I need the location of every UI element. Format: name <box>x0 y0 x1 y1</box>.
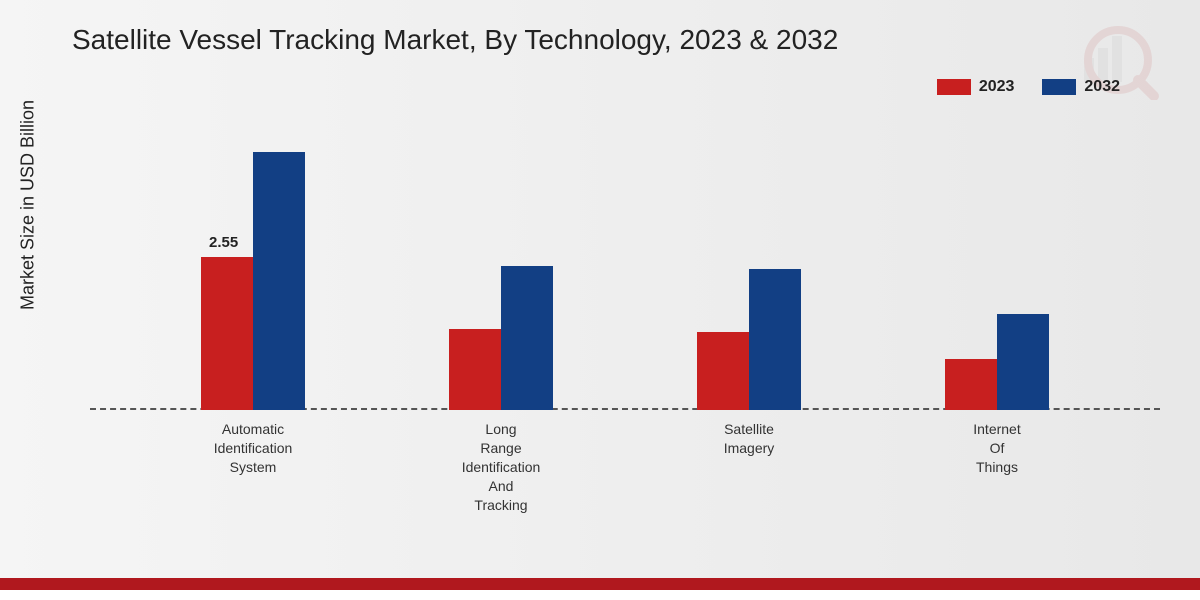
bar-2032 <box>997 314 1049 410</box>
footer-gap <box>0 590 1200 600</box>
chart-title: Satellite Vessel Tracking Market, By Tec… <box>72 24 838 56</box>
bar-2032 <box>253 152 305 410</box>
bar-2023 <box>945 359 997 410</box>
bar-2032 <box>749 269 801 410</box>
footer-accent-bar <box>0 578 1200 590</box>
x-tick-label: InternetOfThings <box>912 420 1082 477</box>
legend-swatch-2032 <box>1042 79 1076 95</box>
x-tick-label: SatelliteImagery <box>664 420 834 458</box>
bar-2023 <box>449 329 501 410</box>
bar-group <box>416 266 586 410</box>
x-axis-labels: AutomaticIdentificationSystem LongRangeId… <box>90 420 1160 540</box>
legend-label-2032: 2032 <box>1084 78 1120 96</box>
bar-group <box>912 314 1082 410</box>
x-tick-label: LongRangeIdentificationAndTracking <box>416 420 586 514</box>
legend-item-2032: 2032 <box>1042 78 1120 96</box>
bar-2023 <box>697 332 749 410</box>
legend-label-2023: 2023 <box>979 78 1015 96</box>
x-tick-label: AutomaticIdentificationSystem <box>168 420 338 477</box>
y-axis-label: Market Size in USD Billion <box>18 100 39 310</box>
legend-item-2023: 2023 <box>937 78 1015 96</box>
plot-area: 2.55 <box>90 110 1160 410</box>
bar-2023 <box>201 257 253 410</box>
legend-swatch-2023 <box>937 79 971 95</box>
bar-group <box>664 269 834 410</box>
bar-2032 <box>501 266 553 410</box>
bar-value-label: 2.55 <box>209 234 238 251</box>
chart-container: Satellite Vessel Tracking Market, By Tec… <box>0 0 1200 600</box>
legend: 2023 2032 <box>937 78 1120 96</box>
bar-group <box>168 152 338 410</box>
